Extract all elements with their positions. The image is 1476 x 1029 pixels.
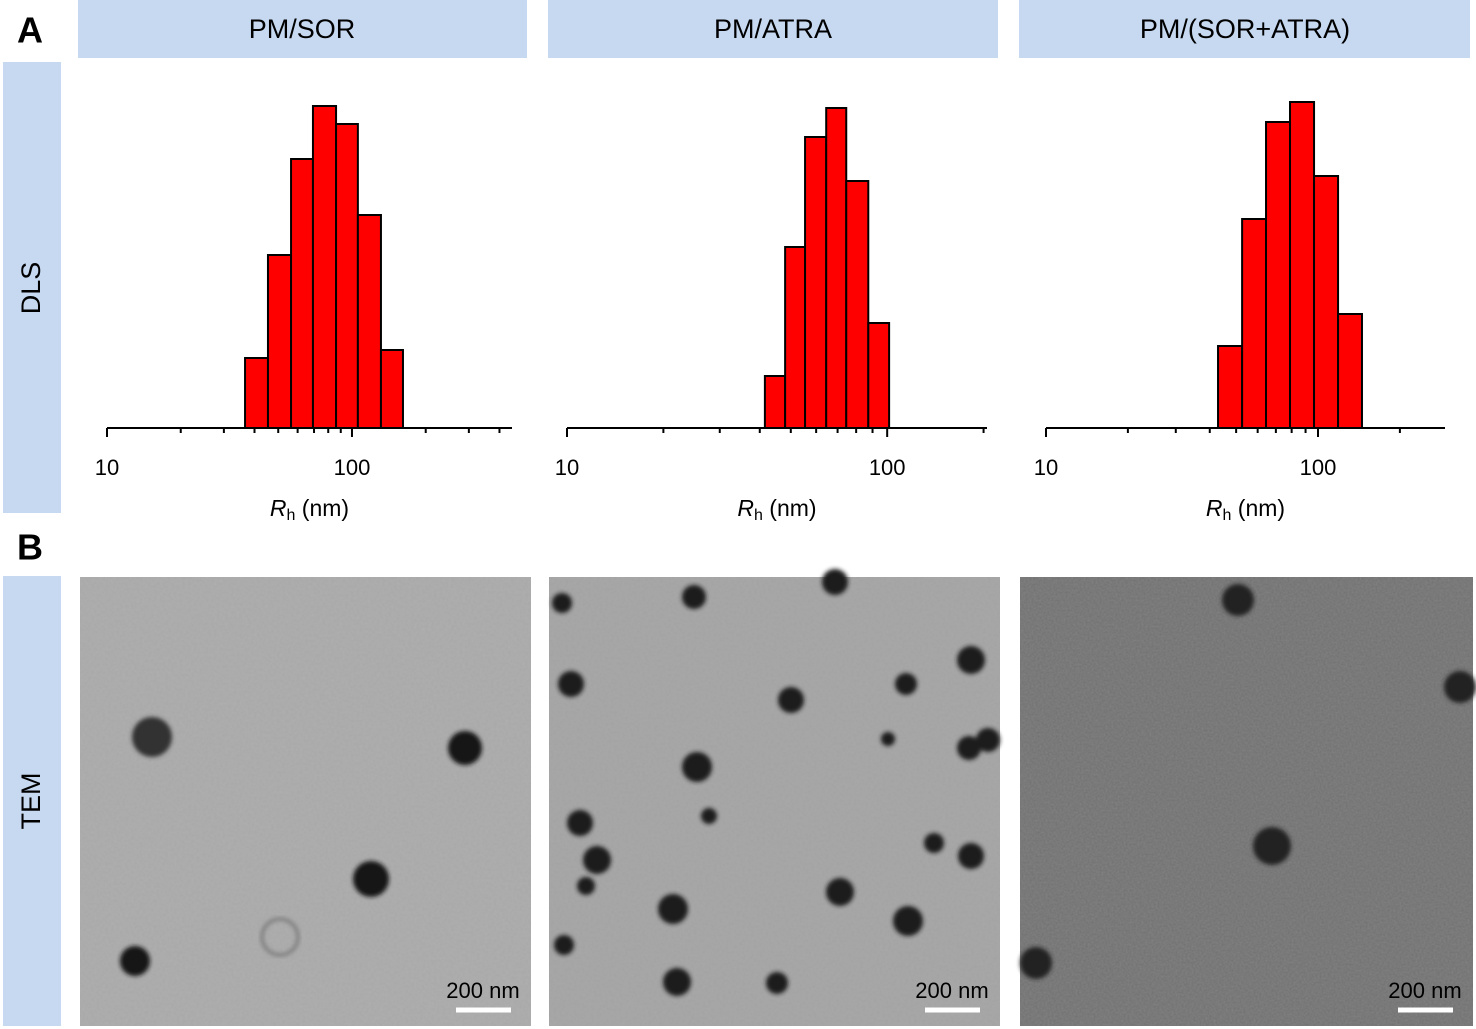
bar <box>311 105 338 429</box>
x-tick-label: 10 <box>1034 455 1058 480</box>
bar <box>845 180 870 429</box>
column-title: PM/ATRA <box>714 14 832 44</box>
tem-image <box>80 577 531 1026</box>
bar <box>763 375 787 429</box>
bar <box>825 107 848 429</box>
bar <box>1289 101 1316 429</box>
bar <box>1241 218 1268 429</box>
x-tick-label: 10 <box>95 455 119 480</box>
bar <box>290 158 314 429</box>
header-band <box>1019 0 1470 58</box>
x-tick-label: 100 <box>1300 455 1337 480</box>
x-axis-label-part: h <box>754 507 763 524</box>
x-axis-label-part: (nm) <box>763 495 817 521</box>
x-axis-label-part: R <box>270 495 287 521</box>
x-axis-label-part: R <box>1206 495 1223 521</box>
bar <box>804 136 828 429</box>
bar <box>266 254 293 429</box>
bar <box>379 349 404 429</box>
headers: PM/SOR PM/ATRA PM/(SOR+ATRA) A B DLS TEM <box>3 0 1470 1026</box>
bar <box>1337 313 1363 429</box>
x-axis-label: Rh (nm) <box>737 495 816 524</box>
scale-bar-label: 200 nm <box>1388 978 1461 1003</box>
bar <box>867 322 891 429</box>
row-band <box>3 576 61 1026</box>
x-tick-label: 100 <box>869 455 906 480</box>
x-axis-label-part: h <box>1223 507 1232 524</box>
x-axis-label-part: (nm) <box>1231 495 1285 521</box>
tem-image <box>549 569 1000 1026</box>
panel-label: B <box>17 527 43 568</box>
bar <box>244 357 269 429</box>
row-label: DLS <box>16 262 46 315</box>
bar <box>1313 175 1340 429</box>
x-axis-label-part: h <box>287 507 296 524</box>
header-band <box>78 0 527 58</box>
tem-image <box>1020 577 1476 1026</box>
x-tick-label: 10 <box>555 455 579 480</box>
bar <box>335 123 359 429</box>
bar <box>356 214 382 429</box>
bar <box>1265 121 1292 429</box>
x-axis-label: Rh (nm) <box>1206 495 1285 524</box>
row-label: TEM <box>16 773 46 830</box>
tem-images <box>80 569 1476 1026</box>
header-band <box>548 0 998 58</box>
x-axis-label: Rh (nm) <box>270 495 349 524</box>
scale-bar-label: 200 nm <box>446 978 519 1003</box>
x-axis-label-part: R <box>737 495 754 521</box>
panel-label: A <box>17 10 43 51</box>
row-band <box>3 62 61 513</box>
bar <box>784 246 807 429</box>
column-title: PM/(SOR+ATRA) <box>1140 14 1350 44</box>
bar <box>1217 345 1244 429</box>
column-title: PM/SOR <box>249 14 356 44</box>
x-axis-label-part: (nm) <box>295 495 349 521</box>
x-tick-label: 100 <box>334 455 371 480</box>
scale-bar-label: 200 nm <box>915 978 988 1003</box>
